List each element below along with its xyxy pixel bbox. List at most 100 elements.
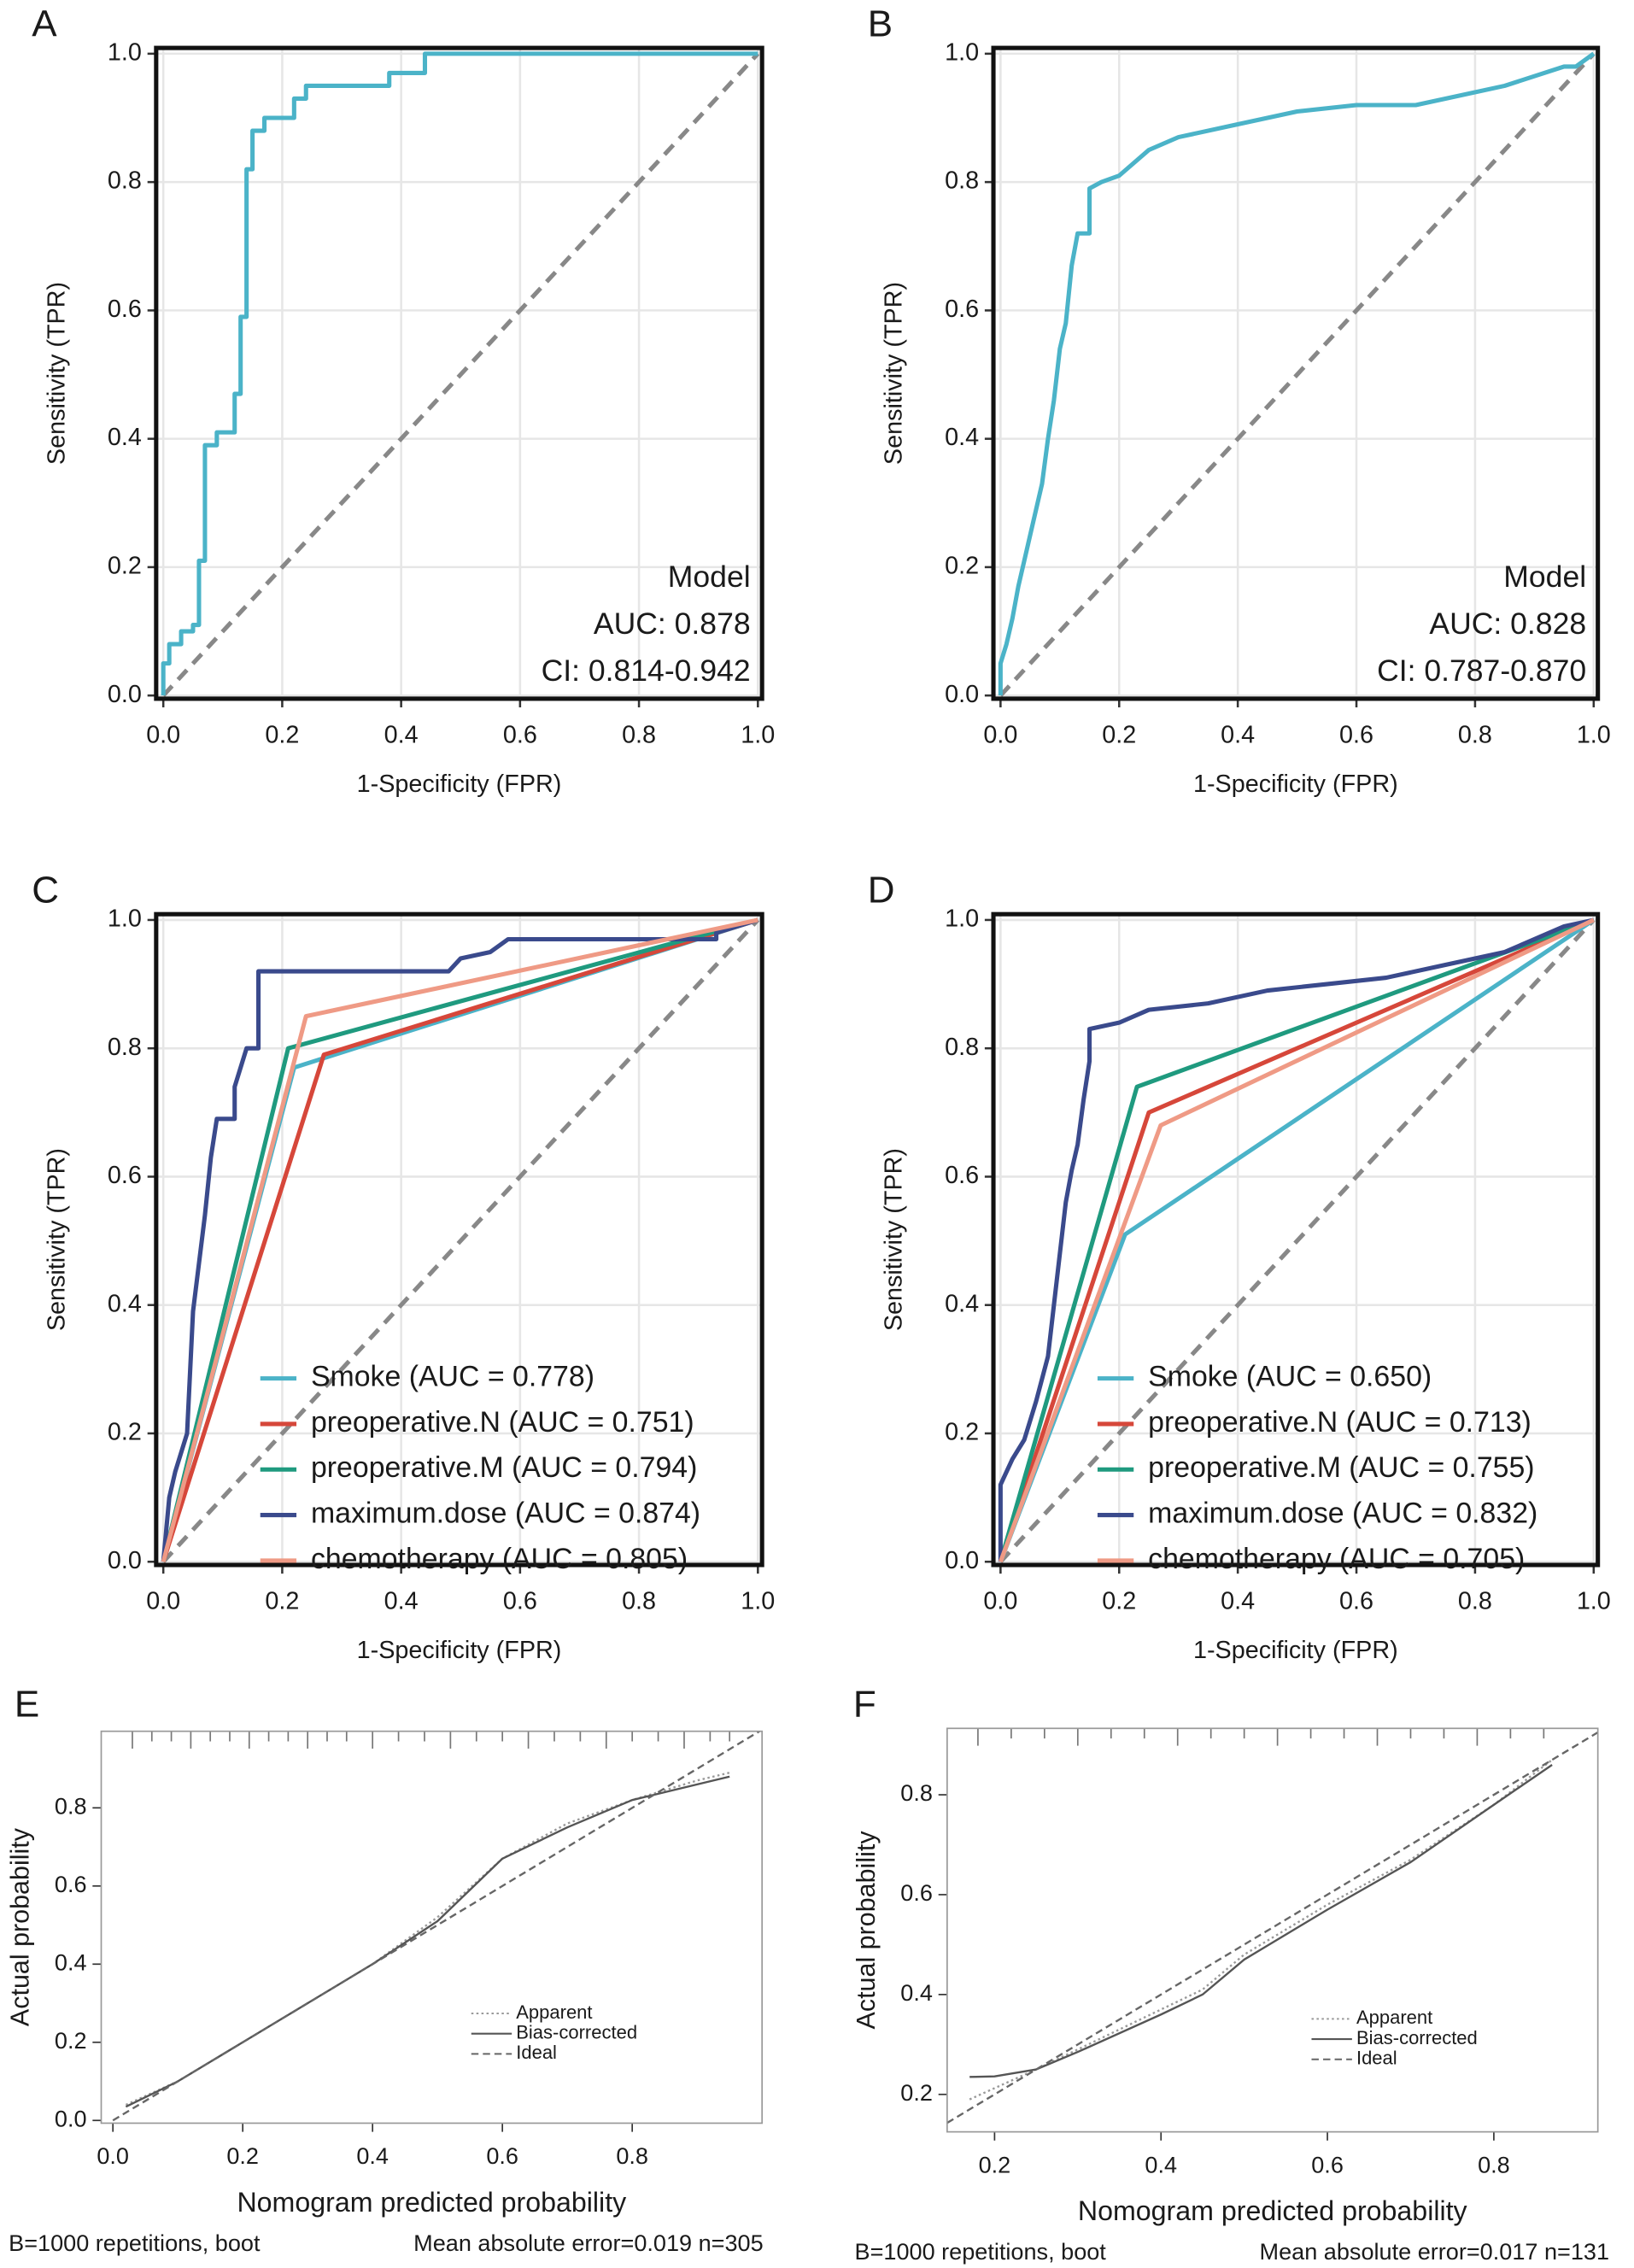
reference-line — [999, 52, 1596, 697]
annotation: AUC: 0.828 — [1429, 607, 1586, 641]
y-tick-label: 0.6 — [945, 1162, 979, 1189]
x-tick-label: 0.6 — [1311, 2151, 1344, 2177]
x-axis-title: 1-Specificity (FPR) — [357, 771, 562, 798]
panel: C 0.0 0.2 0.4 0.6 0.8 1.0 0.0 0.2 0.4 0.6 0.8 1.0 1-S… — [32, 869, 775, 1664]
x-tick-label: 0.4 — [384, 722, 419, 749]
x-axis-title: Nomogram predicted probability — [237, 2187, 627, 2218]
x-tick-label: 0.8 — [616, 2142, 648, 2169]
y-tick-label: 1.0 — [108, 905, 142, 933]
y-tick-label: 0.8 — [945, 167, 979, 195]
x-tick-label: 0.4 — [384, 1588, 419, 1615]
x-tick-label: 0.2 — [1102, 722, 1136, 749]
legend-label: Apparent — [1356, 2007, 1432, 2028]
series-line — [998, 917, 1595, 1562]
series-line — [969, 1759, 1553, 2101]
y-tick-label: 0.0 — [945, 681, 979, 708]
x-tick-label: 1.0 — [1577, 1588, 1611, 1615]
footnote: B=1000 repetitions, boot — [9, 2230, 261, 2256]
panel: A 0.0 0.2 0.4 0.6 0.8 1.0 0.0 0.2 0.4 0.6 0.8 1.0 1-S… — [32, 3, 775, 798]
y-tick-label: 0.2 — [945, 553, 979, 580]
y-tick-label: 0.8 — [108, 167, 142, 195]
panel-letter: B — [868, 3, 893, 44]
panel: D 0.0 0.2 0.4 0.6 0.8 1.0 0.0 0.2 0.4 0.6 0.8 1.0 1-S… — [868, 869, 1611, 1664]
y-tick-label: 0.0 — [55, 2105, 87, 2131]
legend-label: preoperative.M (AUC = 0.755) — [1148, 1451, 1534, 1484]
y-tick-label: 0.6 — [108, 1162, 142, 1189]
reference-line — [999, 918, 1596, 1563]
panel-letter: D — [868, 869, 895, 911]
y-axis-title: Actual probability — [5, 1827, 34, 2026]
x-axis-title: Nomogram predicted probability — [1078, 2195, 1468, 2226]
x-tick-label: 0.0 — [983, 722, 1017, 749]
x-tick-label: 0.2 — [265, 1588, 299, 1615]
panel-letter: C — [32, 869, 59, 911]
x-tick-label: 0.8 — [1478, 2151, 1510, 2177]
annotation: AUC: 0.878 — [594, 607, 751, 641]
series-line — [112, 1731, 762, 2122]
y-tick-label: 0.2 — [108, 1419, 142, 1446]
x-tick-label: 1.0 — [741, 1588, 775, 1615]
y-axis-title: Sensitivity (TPR) — [43, 1148, 70, 1331]
series-line — [161, 917, 758, 1562]
x-tick-label: 0.0 — [146, 722, 180, 749]
y-tick-label: 0.8 — [945, 1034, 979, 1061]
series-line — [998, 917, 1595, 1563]
series-line — [161, 917, 759, 1562]
y-axis-title: Sensitivity (TPR) — [43, 282, 70, 465]
footnote: Mean absolute error=0.019 n=305 — [413, 2230, 763, 2256]
x-axis-title: 1-Specificity (FPR) — [1193, 1637, 1398, 1664]
x-tick-label: 0.8 — [1458, 1588, 1492, 1615]
x-tick-label: 0.6 — [1339, 722, 1373, 749]
y-tick-label: 0.2 — [55, 2027, 87, 2054]
legend-label: chemotherapy (AUC = 0.805) — [311, 1543, 688, 1575]
y-tick-label: 0.2 — [945, 1419, 979, 1446]
y-tick-label: 1.0 — [945, 905, 979, 933]
y-tick-label: 0.6 — [108, 296, 142, 323]
x-tick-label: 0.2 — [265, 722, 299, 749]
legend-label: preoperative.M (AUC = 0.794) — [311, 1451, 697, 1484]
plot-frame — [154, 911, 764, 1568]
series-line — [946, 1731, 1598, 2124]
x-tick-label: 0.6 — [486, 2142, 518, 2169]
legend-label: preoperative.N (AUC = 0.713) — [1148, 1406, 1532, 1439]
series-line — [161, 917, 758, 1562]
x-tick-label: 0.0 — [146, 1588, 180, 1615]
series-line — [998, 51, 1596, 696]
series-line — [998, 917, 1595, 1562]
series-line — [161, 51, 758, 696]
x-tick-label: 0.8 — [1458, 722, 1492, 749]
y-tick-label: 0.2 — [900, 2079, 933, 2106]
panel: E 0.0 0.2 0.4 0.6 0.8 0.0 0.2 0.4 0.6 0.8 Nomogram … — [5, 1684, 763, 2256]
legend-label: Smoke (AUC = 0.650) — [1148, 1361, 1432, 1393]
legend-label: preoperative.N (AUC = 0.751) — [311, 1406, 694, 1439]
legend-label: maximum.dose (AUC = 0.832) — [1148, 1497, 1537, 1530]
legend-label: maximum.dose (AUC = 0.874) — [311, 1497, 700, 1530]
y-tick-label: 0.4 — [945, 1290, 979, 1317]
y-axis-title: Sensitivity (TPR) — [881, 1148, 908, 1331]
y-tick-label: 0.4 — [55, 1949, 87, 1975]
y-tick-label: 1.0 — [945, 38, 979, 66]
panel: B 0.0 0.2 0.4 0.6 0.8 1.0 0.0 0.2 0.4 0.6 0.8 1.0 1-S… — [868, 3, 1611, 798]
x-tick-label: 0.0 — [97, 2142, 129, 2169]
legend-label: Bias-corrected — [516, 2022, 637, 2043]
x-tick-label: 0.6 — [503, 1588, 537, 1615]
x-tick-label: 0.8 — [622, 722, 656, 749]
plot-frame — [991, 45, 1601, 701]
plot-frame — [946, 1727, 1599, 2133]
reference-line — [161, 52, 760, 697]
panel-letter: E — [15, 1684, 39, 1726]
y-tick-label: 0.4 — [108, 424, 142, 451]
x-tick-label: 0.4 — [1221, 722, 1255, 749]
legend-label: Apparent — [516, 2001, 592, 2023]
legend-label: Bias-corrected — [1356, 2027, 1478, 2048]
x-tick-label: 0.6 — [1339, 1588, 1373, 1615]
annotation: CI: 0.787-0.870 — [1377, 653, 1586, 688]
annotation: Model — [1503, 560, 1586, 594]
x-tick-label: 1.0 — [741, 722, 775, 749]
y-tick-label: 0.8 — [900, 1779, 933, 1806]
y-tick-label: 0.8 — [108, 1034, 142, 1061]
legend-label: Ideal — [516, 2042, 557, 2063]
y-tick-label: 0.2 — [108, 553, 142, 580]
